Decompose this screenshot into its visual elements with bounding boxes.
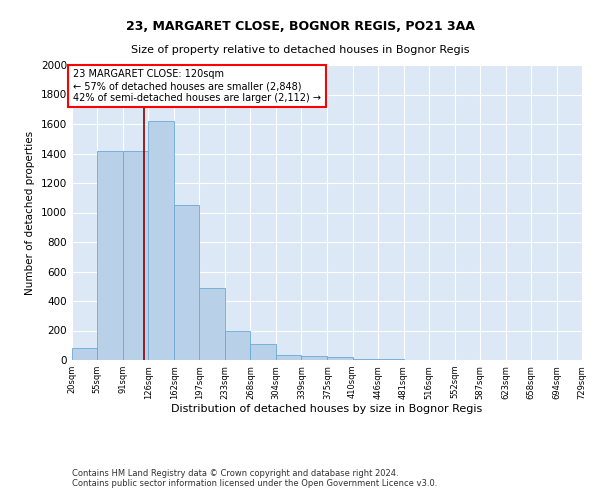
Bar: [250, 344, 276, 360]
Text: Contains HM Land Registry data © Crown copyright and database right 2024.: Contains HM Land Registry data © Crown c…: [72, 468, 398, 477]
Bar: [174, 205, 199, 360]
Bar: [72, 348, 97, 360]
Bar: [276, 355, 301, 360]
Bar: [148, 121, 174, 360]
Bar: [301, 356, 328, 360]
Bar: [225, 330, 250, 360]
Text: 23 MARGARET CLOSE: 120sqm
← 57% of detached houses are smaller (2,848)
42% of se: 23 MARGARET CLOSE: 120sqm ← 57% of detac…: [73, 70, 321, 102]
Bar: [97, 150, 123, 360]
Bar: [123, 150, 148, 360]
Text: Size of property relative to detached houses in Bognor Regis: Size of property relative to detached ho…: [131, 45, 469, 55]
Bar: [328, 357, 353, 360]
Text: Contains public sector information licensed under the Open Government Licence v3: Contains public sector information licen…: [72, 478, 437, 488]
Text: 23, MARGARET CLOSE, BOGNOR REGIS, PO21 3AA: 23, MARGARET CLOSE, BOGNOR REGIS, PO21 3…: [125, 20, 475, 33]
X-axis label: Distribution of detached houses by size in Bognor Regis: Distribution of detached houses by size …: [172, 404, 482, 414]
Y-axis label: Number of detached properties: Number of detached properties: [25, 130, 35, 294]
Bar: [199, 288, 225, 360]
